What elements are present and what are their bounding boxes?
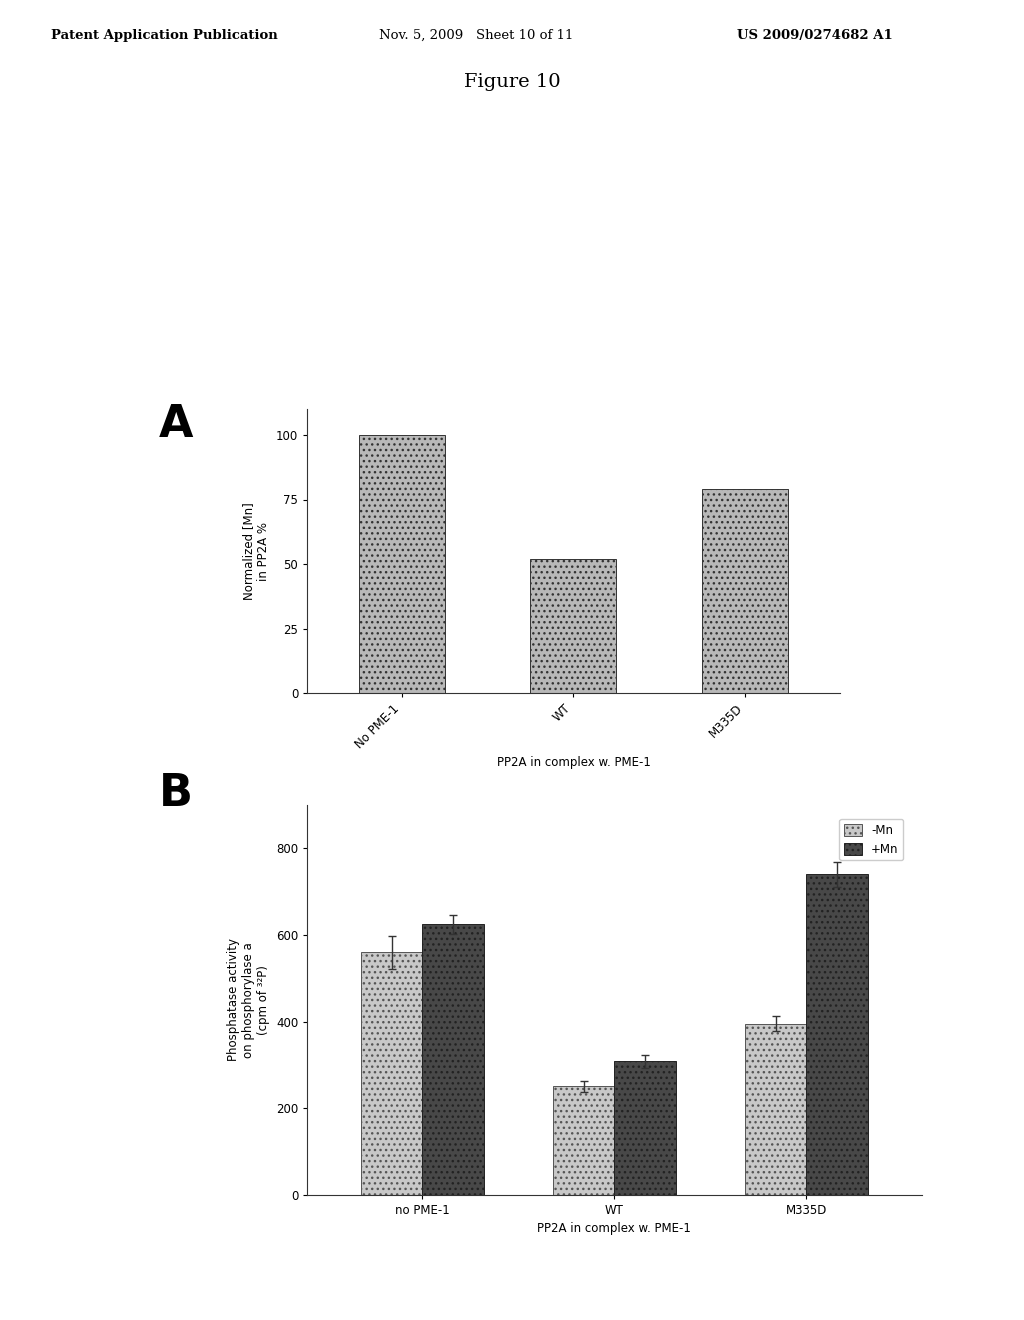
Bar [702,490,788,693]
Legend: -Mn, +Mn: -Mn, +Mn [840,818,903,861]
Bar [553,1086,614,1195]
X-axis label: PP2A in complex w. PME-1: PP2A in complex w. PME-1 [497,756,650,770]
Text: A: A [159,403,194,446]
Text: Figure 10: Figure 10 [464,73,560,91]
Bar [806,874,867,1195]
Bar [614,1061,676,1195]
Bar [530,558,616,693]
Y-axis label: Normalized [Mn]
in PP2A %: Normalized [Mn] in PP2A % [243,502,270,601]
Bar [744,1024,806,1195]
Text: Nov. 5, 2009   Sheet 10 of 11: Nov. 5, 2009 Sheet 10 of 11 [379,29,573,42]
Bar [360,952,422,1195]
X-axis label: PP2A in complex w. PME-1: PP2A in complex w. PME-1 [538,1222,691,1236]
Text: Patent Application Publication: Patent Application Publication [51,29,278,42]
Bar [422,924,483,1195]
Y-axis label: Phosphatase activity
on phosphorylase a
(cpm of ³²P): Phosphatase activity on phosphorylase a … [227,939,270,1061]
Text: B: B [159,772,193,816]
Bar [358,436,444,693]
Text: US 2009/0274682 A1: US 2009/0274682 A1 [737,29,893,42]
